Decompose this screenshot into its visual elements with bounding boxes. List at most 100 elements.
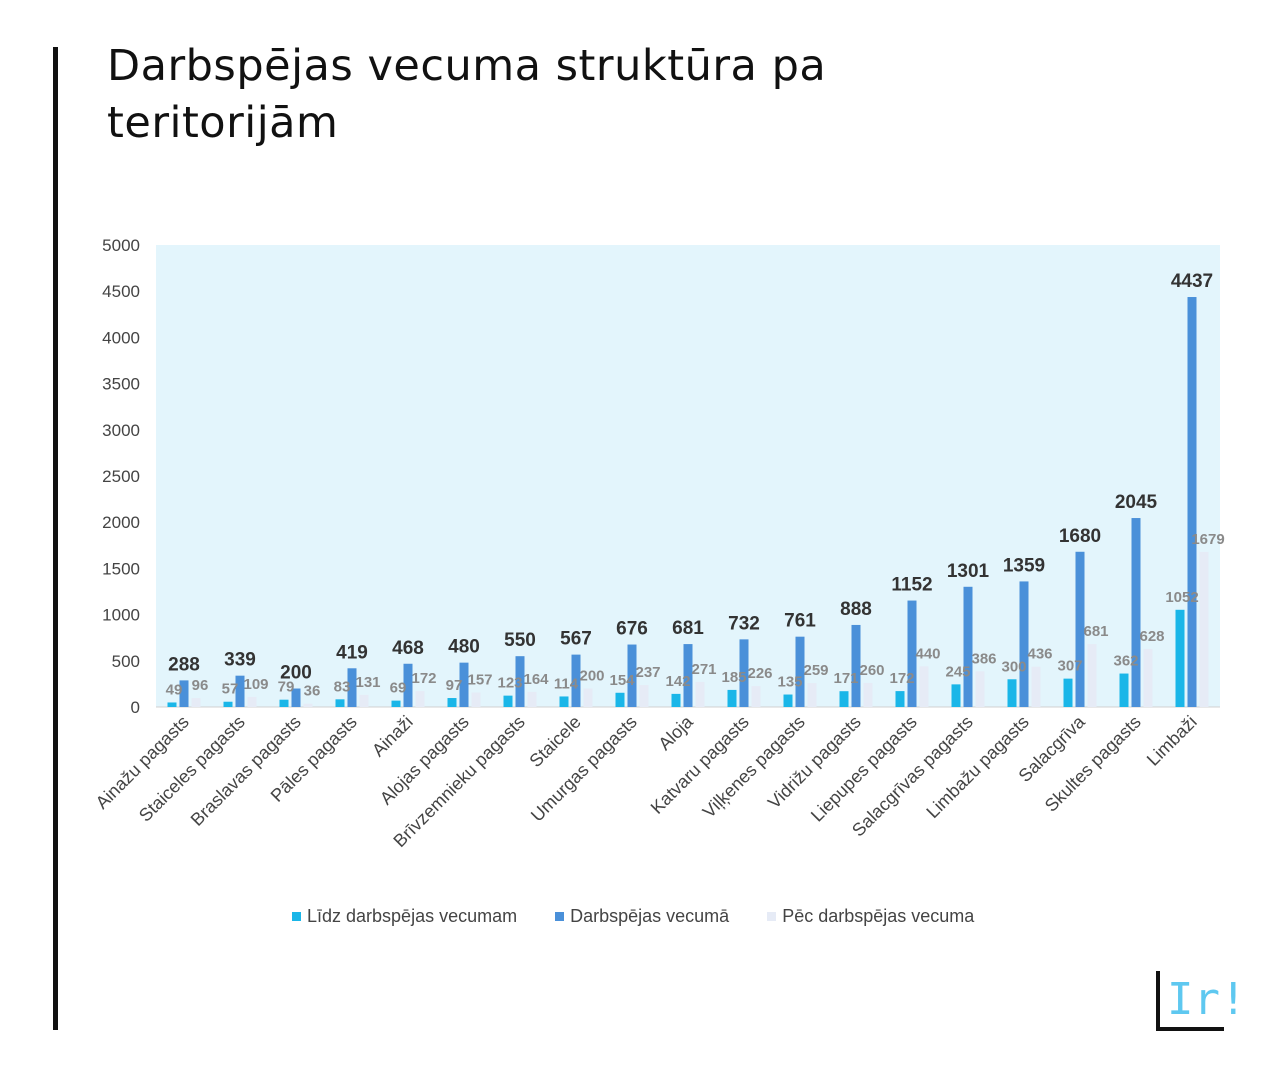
bar-series-1 xyxy=(1007,679,1017,707)
legend-label-series-3: Pēc darbspējas vecuma xyxy=(782,906,975,926)
bar-series-3 xyxy=(975,671,985,707)
plot-area xyxy=(156,245,1220,707)
bar-series-1 xyxy=(1063,678,1073,707)
left-accent-rule xyxy=(53,47,58,1030)
data-label-series-2: 550 xyxy=(504,630,536,651)
data-label-series-3: 164 xyxy=(523,671,549,688)
data-label-series-1: 154 xyxy=(609,672,635,689)
data-label-series-1: 185 xyxy=(721,669,746,686)
bar-series-1 xyxy=(335,699,345,707)
data-label-series-1: 69 xyxy=(390,680,407,697)
y-tick-label: 2500 xyxy=(102,467,140,486)
data-label-series-2: 419 xyxy=(336,642,368,663)
bar-series-1 xyxy=(167,702,177,707)
bars xyxy=(167,297,1209,707)
bar-series-2 xyxy=(459,662,469,707)
y-tick-label: 2000 xyxy=(102,513,140,532)
logo-text: Ir! xyxy=(1167,974,1237,1025)
data-label-series-2: 761 xyxy=(784,611,816,632)
bar-series-1 xyxy=(615,692,625,707)
data-label-series-1: 49 xyxy=(166,681,183,698)
data-label-series-1: 362 xyxy=(1113,653,1138,670)
x-tick-label: Aloja xyxy=(654,711,697,754)
data-label-series-3: 260 xyxy=(859,662,884,679)
bar-series-2 xyxy=(963,586,973,707)
y-tick-label: 500 xyxy=(112,652,140,671)
bar-series-2 xyxy=(571,654,581,707)
data-label-series-3: 237 xyxy=(635,664,660,681)
data-label-series-2: 1680 xyxy=(1059,526,1101,547)
data-label-series-2: 468 xyxy=(392,638,424,659)
bar-series-3 xyxy=(751,686,761,707)
bar-chart: 0 500 1000 1500 2000 2500 3000 3500 4000 4500 5000… xyxy=(92,236,1225,851)
data-label-series-2: 480 xyxy=(448,637,480,658)
bar-series-2 xyxy=(683,644,693,707)
bar-series-2 xyxy=(739,639,749,707)
data-label-series-2: 732 xyxy=(728,613,760,634)
bar-series-3 xyxy=(247,696,257,707)
bar-series-2 xyxy=(795,636,805,707)
data-label-series-3: 200 xyxy=(579,668,604,685)
bar-series-1 xyxy=(727,689,737,707)
data-label-series-3: 157 xyxy=(467,671,492,688)
bar-series-1 xyxy=(391,700,401,707)
data-label-series-2: 288 xyxy=(168,654,200,675)
data-label-series-1: 245 xyxy=(945,663,970,680)
bar-series-1 xyxy=(783,694,793,707)
legend-label-series-2: Darbspējas vecumā xyxy=(570,906,730,926)
y-tick-label: 0 xyxy=(131,698,140,717)
data-label-series-1: 123 xyxy=(497,675,522,692)
bar-series-3 xyxy=(527,691,537,707)
y-tick-label: 3500 xyxy=(102,375,140,394)
bar-series-1 xyxy=(223,701,233,707)
data-label-series-1: 135 xyxy=(777,674,802,691)
data-label-series-3: 36 xyxy=(304,683,321,700)
data-label-series-2: 681 xyxy=(672,618,704,639)
legend-label-series-1: Līdz darbspējas vecumam xyxy=(307,906,518,926)
x-tick-label: Liepupes pagasts xyxy=(807,712,921,826)
bar-series-2 xyxy=(291,688,301,707)
bar-series-3 xyxy=(807,683,817,707)
data-label-series-2: 1359 xyxy=(1003,555,1045,576)
data-label-series-1: 97 xyxy=(446,677,463,694)
data-label-series-3: 131 xyxy=(355,674,380,691)
data-label-series-3: 386 xyxy=(971,650,996,667)
data-label-series-1: 307 xyxy=(1057,658,1082,675)
bar-series-3 xyxy=(303,703,313,707)
data-label-series-1: 172 xyxy=(889,670,914,687)
x-tick-label: Limbažu pagasts xyxy=(922,712,1032,822)
bar-series-2 xyxy=(1131,518,1141,707)
data-label-series-1: 171 xyxy=(833,670,858,687)
bar-series-3 xyxy=(1143,648,1153,707)
x-tick-label: Umurgas pagasts xyxy=(527,712,641,826)
data-label-series-2: 200 xyxy=(280,663,312,684)
data-label-series-2: 2045 xyxy=(1115,492,1158,513)
bar-series-1 xyxy=(1119,673,1129,707)
data-label-series-3: 1679 xyxy=(1191,531,1224,548)
data-label-series-1: 79 xyxy=(278,679,295,696)
data-label-series-2: 888 xyxy=(840,599,872,620)
data-label-series-3: 681 xyxy=(1083,623,1108,640)
y-tick-label: 1000 xyxy=(102,606,140,625)
x-tick-label: Staiceles pagasts xyxy=(135,712,249,826)
data-label-series-1: 300 xyxy=(1001,658,1026,675)
data-label-series-3: 109 xyxy=(243,676,268,693)
legend-swatch-series-3 xyxy=(767,912,777,921)
legend-item-series-2: Darbspējas vecumā xyxy=(555,906,729,927)
y-tick-label: 4000 xyxy=(102,328,140,347)
bar-series-1 xyxy=(895,691,905,707)
bar-series-3 xyxy=(695,681,705,707)
data-label-series-2: 567 xyxy=(560,629,592,650)
data-label-series-3: 259 xyxy=(803,662,828,679)
data-label-series-3: 628 xyxy=(1139,628,1164,645)
bar-series-3 xyxy=(1199,551,1209,707)
bar-series-2 xyxy=(1019,581,1029,707)
bar-series-2 xyxy=(907,600,917,707)
bar-series-2 xyxy=(851,624,861,707)
legend-item-series-3: Pēc darbspējas vecuma xyxy=(767,906,974,927)
legend: Līdz darbspējas vecumam Darbspējas vecum… xyxy=(292,906,974,927)
x-tick-label: Viļķenes pagasts xyxy=(699,712,809,822)
data-label-series-1: 1052 xyxy=(1165,589,1198,606)
data-label-series-3: 440 xyxy=(915,645,940,662)
y-tick-label: 1500 xyxy=(102,559,140,578)
